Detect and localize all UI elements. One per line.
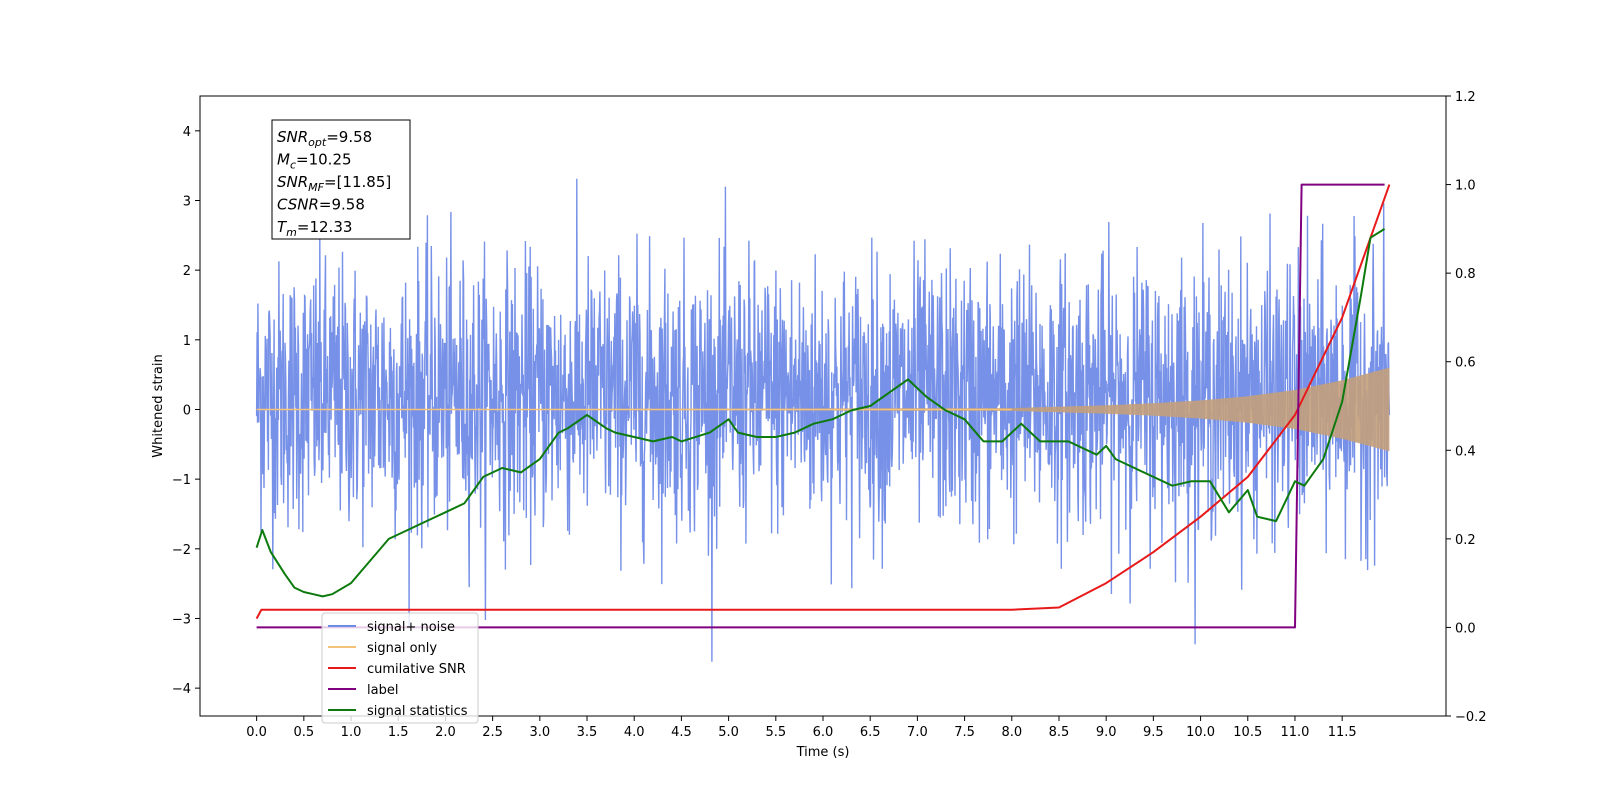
annotation-subscript: opt [308, 136, 327, 149]
signal-statistics-line [255, 228, 1386, 598]
x-tick-label: 7.0 [907, 725, 928, 740]
x-tick-label: 6.5 [860, 725, 881, 740]
annotation-line: SNRMF=[11.85] [277, 173, 391, 194]
y-tick-label: 3 [183, 194, 191, 209]
x-tick-label: 11.5 [1328, 725, 1357, 740]
label-line [256, 183, 1385, 629]
y2-tick-label: 1.0 [1455, 179, 1476, 194]
y-axis-label: Whitened strain [151, 354, 166, 457]
annotation-name: SNR [277, 173, 308, 191]
annotation-name: T [277, 218, 288, 236]
y2-tick-label: 0.6 [1455, 356, 1476, 371]
annotation-box: SNRopt=9.58Mc=10.25SNRMF=[11.85]CSNR=9.5… [271, 119, 411, 240]
x-tick-label: 5.0 [718, 725, 739, 740]
annotation-value: =12.33 [297, 218, 353, 236]
x-tick-label: 4.5 [671, 725, 692, 740]
legend-label: signal only [367, 641, 437, 656]
annotation-line: Mc=10.25 [277, 151, 352, 172]
legend-label: label [367, 683, 398, 698]
x-tick-label: 9.0 [1096, 725, 1117, 740]
legend-frame [321, 612, 479, 724]
x-tick-label: 10.5 [1233, 725, 1262, 740]
annotation-subscript: c [290, 159, 296, 172]
x-tick-label: 8.5 [1049, 725, 1070, 740]
y-tick-label: 1 [183, 334, 191, 349]
x-tick-label: 0.5 [293, 725, 314, 740]
x-tick-label: 2.0 [435, 725, 456, 740]
y2-tick-label: 0.0 [1455, 621, 1476, 636]
annotation-frame [271, 119, 411, 240]
x-tick-label: 1.0 [341, 725, 362, 740]
legend-label: signal statistics [367, 704, 468, 719]
y-tick-label: −4 [172, 682, 191, 697]
x-tick-label: 4.0 [624, 725, 645, 740]
annotation-name: SNR [277, 128, 308, 146]
y2-tick-label: 0.2 [1455, 533, 1476, 548]
annotation-value: =9.58 [326, 128, 372, 146]
y-tick-label: 2 [183, 264, 191, 279]
y2-tick-label: 0.4 [1455, 444, 1476, 459]
annotation-line: CSNR=9.58 [277, 196, 365, 214]
annotation-line: SNRopt=9.58 [277, 128, 372, 149]
y2-tick-label: 0.8 [1455, 267, 1476, 282]
y-tick-label: −3 [172, 612, 191, 627]
annotation-value: =10.25 [296, 151, 352, 169]
annotation-name: M [277, 151, 290, 169]
x-tick-label: 3.0 [529, 725, 550, 740]
legend-label: cumilative SNR [367, 662, 466, 677]
annotation-line: Tm=12.33 [277, 218, 352, 239]
y2-tick-label: −0.2 [1455, 710, 1487, 725]
x-tick-label: 3.5 [577, 725, 598, 740]
y-tick-label: −2 [172, 543, 191, 558]
legend: signal+ noise signal only cumilative SNR la… [321, 612, 479, 724]
y-tick-label: 4 [183, 125, 191, 140]
x-tick-label: 10.0 [1186, 725, 1215, 740]
x-tick-label: 7.5 [954, 725, 975, 740]
x-tick-label: 8.0 [1001, 725, 1022, 740]
x-axis-label: Time (s) [796, 745, 850, 760]
x-tick-label: 2.5 [482, 725, 503, 740]
annotation-value: =9.58 [319, 196, 365, 214]
cumulative-snr-line [255, 184, 1391, 620]
x-tick-label: 6.0 [813, 725, 834, 740]
x-tick-label: 0.0 [246, 725, 267, 740]
y2-tick-label: 1.2 [1455, 90, 1476, 105]
x-tick-label: 11.0 [1280, 725, 1309, 740]
annotation-name: CSNR [277, 196, 319, 214]
annotation-subscript: m [286, 226, 297, 239]
axes: 0.0 0.5 1.0 1.5 2.0 2.5 3.0 3.5 4.0 4.5 5.0 5.5 6.0 6… [151, 90, 1487, 760]
y-tick-label: 0 [183, 403, 191, 418]
right-axis-series [255, 183, 1391, 629]
x-tick-label: 9.5 [1143, 725, 1164, 740]
y-tick-label: −1 [172, 473, 191, 488]
x-tick-label: 1.5 [388, 725, 409, 740]
legend-label: signal+ noise [367, 620, 455, 635]
x-tick-label: 5.5 [765, 725, 786, 740]
annotation-value: =[11.85] [324, 173, 391, 191]
signal-only-series [256, 367, 1390, 452]
annotation-subscript: MF [308, 181, 324, 194]
